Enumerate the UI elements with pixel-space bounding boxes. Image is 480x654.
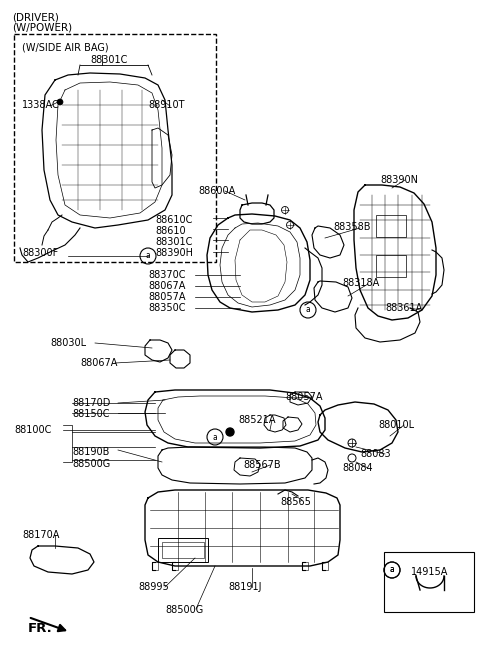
Text: (W/SIDE AIR BAG): (W/SIDE AIR BAG) <box>22 42 108 52</box>
Text: FR.: FR. <box>28 622 53 635</box>
Text: 88910T: 88910T <box>148 100 184 110</box>
Text: 88500G: 88500G <box>165 605 203 615</box>
Text: (DRIVER): (DRIVER) <box>12 12 59 22</box>
Text: 88191J: 88191J <box>228 582 262 592</box>
Text: 88010L: 88010L <box>378 420 414 430</box>
Text: 88358B: 88358B <box>333 222 371 232</box>
Text: 88100C: 88100C <box>14 425 51 435</box>
Text: 88610: 88610 <box>155 226 186 236</box>
Text: 88318A: 88318A <box>342 278 379 288</box>
Text: 88995: 88995 <box>138 582 169 592</box>
Text: 88361A: 88361A <box>385 303 422 313</box>
Text: 88350C: 88350C <box>148 303 185 313</box>
Text: 88567B: 88567B <box>243 460 281 470</box>
Text: 88170A: 88170A <box>22 530 60 540</box>
Text: 88083: 88083 <box>360 449 391 459</box>
Text: a: a <box>145 252 150 260</box>
Text: 88300F: 88300F <box>22 248 58 258</box>
Bar <box>384 552 474 612</box>
Text: 88301C: 88301C <box>90 55 127 65</box>
Bar <box>376 255 406 277</box>
Text: 88057A: 88057A <box>285 392 323 402</box>
Text: 88030L: 88030L <box>50 338 86 348</box>
Text: 88067A: 88067A <box>148 281 185 291</box>
Text: 14915A: 14915A <box>411 567 448 577</box>
Text: 88610C: 88610C <box>155 215 192 225</box>
Text: 88600A: 88600A <box>198 186 235 196</box>
Circle shape <box>226 428 234 436</box>
Text: 88084: 88084 <box>342 463 372 473</box>
Bar <box>376 215 406 237</box>
Text: 88521A: 88521A <box>238 415 276 425</box>
Text: 88170D: 88170D <box>72 398 110 408</box>
Text: 88190B: 88190B <box>72 447 109 457</box>
Text: a: a <box>213 432 217 441</box>
Text: 88565: 88565 <box>280 497 311 507</box>
Text: 88390N: 88390N <box>380 175 418 185</box>
Circle shape <box>57 99 63 105</box>
Text: 88390H: 88390H <box>155 248 193 258</box>
Text: a: a <box>306 305 311 315</box>
Text: 88301C: 88301C <box>155 237 192 247</box>
Bar <box>162 542 204 558</box>
Text: 88067A: 88067A <box>80 358 118 368</box>
Text: a: a <box>390 566 395 574</box>
Text: 1338AC: 1338AC <box>22 100 60 110</box>
Text: 88150C: 88150C <box>72 409 109 419</box>
Text: a: a <box>390 566 395 574</box>
Text: 88500G: 88500G <box>72 459 110 469</box>
Text: (W/POWER): (W/POWER) <box>12 23 72 33</box>
Bar <box>14 34 216 262</box>
Text: 88057A: 88057A <box>148 292 185 302</box>
Text: 88370C: 88370C <box>148 270 185 280</box>
Bar <box>158 538 208 562</box>
